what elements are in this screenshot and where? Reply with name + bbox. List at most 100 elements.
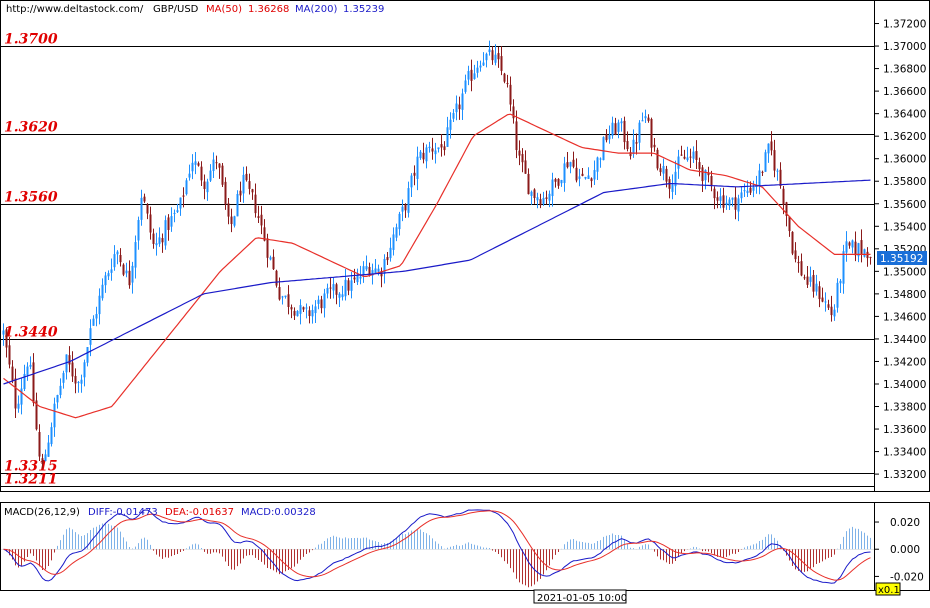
candle-down (734, 197, 737, 210)
candle-down (329, 287, 332, 289)
price-axis-frame (874, 0, 930, 492)
candle-up (392, 234, 395, 250)
candle-down (263, 227, 266, 241)
candle-up (281, 296, 284, 298)
candle-down (149, 214, 152, 233)
candle-up (155, 243, 158, 246)
candle-down (8, 345, 11, 365)
price-tick-label: 1.33800 (883, 402, 926, 414)
candle-down (38, 432, 41, 457)
candle-down (128, 270, 131, 286)
candle-down (581, 173, 584, 176)
candle-up (839, 280, 842, 284)
candle-down (524, 160, 527, 174)
candle-down (848, 242, 851, 246)
candle-up (389, 247, 392, 259)
candle-down (572, 159, 575, 167)
level-label-1.3700: 1.3700 (4, 32, 58, 48)
candle-down (146, 204, 149, 214)
candle-down (722, 195, 725, 208)
price-tick-label: 1.35000 (883, 266, 926, 278)
macd-panel-frame (0, 502, 875, 591)
candle-up (464, 80, 467, 92)
candle-down (812, 275, 815, 292)
candle-down (71, 362, 74, 377)
candle-down (497, 53, 500, 60)
candle-down (230, 216, 233, 225)
candle-up (134, 242, 137, 268)
candle-up (179, 197, 182, 209)
candle-up (740, 192, 743, 199)
candle-up (752, 186, 755, 191)
zoom-label[interactable]: x0.1 (878, 585, 900, 596)
time-label-box (533, 589, 627, 604)
candle-down (629, 152, 632, 157)
candle-up (80, 379, 83, 384)
candle-down (293, 310, 296, 316)
candle-down (413, 172, 416, 176)
candle-up (26, 366, 29, 376)
candle-up (632, 139, 635, 155)
price-panel-frame (0, 0, 875, 492)
candle-up (296, 311, 299, 317)
candle-up (836, 282, 839, 308)
candle-up (563, 163, 566, 183)
candle-up (359, 276, 362, 279)
candle-down (290, 307, 293, 310)
candle-up (809, 276, 812, 282)
candle-down (500, 56, 503, 71)
candle-up (113, 254, 116, 268)
candle-up (116, 251, 119, 255)
candle-up (719, 196, 722, 201)
macd-dea-line (3, 510, 871, 581)
candle-down (635, 142, 638, 144)
candle-down (827, 304, 830, 308)
candle-up (395, 227, 398, 238)
ma50-label: MA(50) (206, 4, 242, 15)
candle-up (83, 362, 86, 378)
candle-up (530, 191, 533, 196)
candle-up (599, 158, 602, 160)
ma200-value: 1.35239 (343, 4, 384, 15)
macd-hist-value: MACD:0.00328 (241, 507, 316, 518)
candle-up (365, 266, 368, 270)
candle-down (554, 179, 557, 182)
candle-up (602, 137, 605, 161)
candle-up (53, 403, 56, 428)
candle-down (860, 240, 863, 254)
level-label-1.3620: 1.3620 (4, 120, 58, 136)
candle-down (254, 194, 257, 214)
candle-down (260, 214, 263, 226)
price-tick-label: 1.34000 (883, 379, 926, 391)
candle-down (335, 284, 338, 295)
candle-up (596, 157, 599, 172)
candle-up (452, 113, 455, 119)
site-url[interactable]: http://www.deltastock.com/ (6, 4, 144, 15)
candle-up (842, 251, 845, 284)
candle-down (605, 134, 608, 141)
candle-down (122, 264, 125, 275)
candle-down (11, 366, 14, 381)
candle-up (473, 73, 476, 79)
candle-down (509, 84, 512, 105)
candle-up (548, 193, 551, 201)
candle-up (482, 62, 485, 66)
candle-down (533, 189, 536, 198)
candle-down (353, 277, 356, 280)
macd-diff-value: DIFF:-0.01473 (88, 507, 158, 518)
candle-up (425, 147, 428, 162)
zoom-box[interactable] (875, 582, 901, 596)
price-tick-label: 1.36200 (883, 131, 926, 143)
candle-up (611, 122, 614, 136)
macd-title: MACD(26,12,9) (4, 507, 80, 518)
ma200-label: MA(200) (295, 4, 337, 15)
candle-up (833, 309, 836, 317)
candle-up (305, 307, 308, 309)
price-tick-label: 1.35600 (883, 199, 926, 211)
candle-up (863, 249, 866, 257)
candle-down (68, 355, 71, 365)
candle-up (737, 198, 740, 212)
candle-up (92, 318, 95, 326)
candle-down (35, 400, 38, 430)
candle-up (746, 190, 749, 194)
